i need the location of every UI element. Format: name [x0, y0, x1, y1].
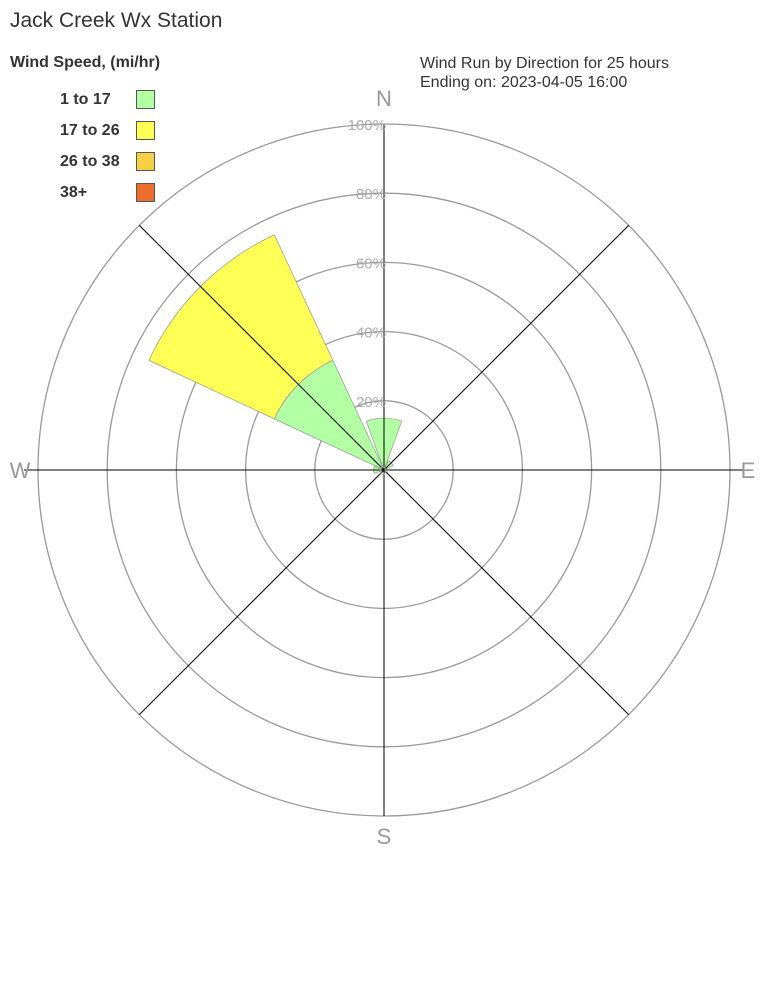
chart-title: Jack Creek Wx Station: [10, 9, 223, 32]
ring-label: 100%: [348, 117, 386, 134]
center-label: 0: [380, 464, 387, 478]
ring-label: 80%: [356, 186, 386, 203]
legend-label: 26 to 38: [60, 153, 120, 170]
legend-swatch: [136, 90, 155, 109]
compass-label-W: W: [10, 458, 31, 483]
legend-label: 1 to 17: [60, 91, 111, 108]
ring-label: 40%: [356, 325, 386, 342]
ring-label: 60%: [356, 255, 386, 272]
legend-label: 17 to 26: [60, 122, 120, 139]
compass-label-E: E: [741, 458, 756, 483]
ring-label: 20%: [356, 394, 386, 411]
compass-label-S: S: [377, 824, 392, 849]
compass-label-N: N: [376, 86, 392, 111]
legend-swatch: [136, 121, 155, 140]
legend-swatch: [136, 152, 155, 171]
legend-swatch: [136, 183, 155, 202]
legend-label: 38+: [60, 184, 88, 201]
legend-title: Wind Speed, (mi/hr): [10, 54, 161, 71]
subtitle-line2: Ending on: 2023-04-05 16:00: [420, 74, 628, 91]
subtitle-line1: Wind Run by Direction for 25 hours: [420, 55, 669, 72]
